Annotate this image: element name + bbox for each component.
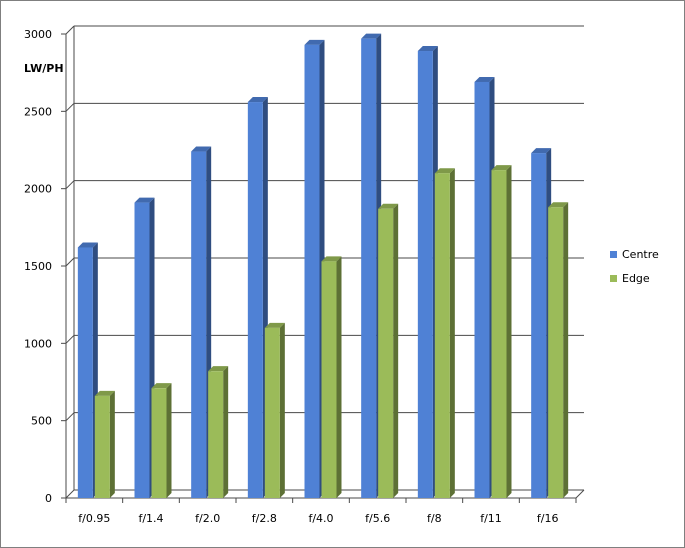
tick-labels: 0 500 1000 1500 2000 2500 3000 f/0.95 f/1.4 f/2.0…	[24, 28, 558, 525]
legend-item-edge: Edge	[610, 272, 650, 285]
bar-edge-f/0.95	[94, 390, 115, 498]
bar-edge-f/8	[434, 168, 455, 498]
legend: Centre Edge	[610, 248, 659, 285]
legend-item-centre: Centre	[610, 248, 659, 261]
x-tick-label: f/16	[537, 512, 559, 525]
bar-edge-f/4.0	[321, 256, 342, 498]
x-tick-label: f/4.0	[308, 512, 333, 525]
x-tick-label: f/2.8	[252, 512, 277, 525]
bar-edge-f/5.6	[378, 203, 399, 499]
gridline-depth	[65, 180, 75, 190]
bar-centre-f/2.0	[191, 146, 212, 498]
gridline-depth	[65, 25, 75, 35]
bar-edge-f/16	[548, 202, 569, 498]
bars	[77, 33, 569, 499]
x-axis-depth-line	[575, 489, 585, 499]
y-tick-label: 0	[45, 492, 52, 505]
bar-edge-f/2.8	[264, 322, 285, 498]
y-tick-label: 3000	[24, 28, 52, 41]
legend-swatch	[610, 275, 617, 282]
bar-edge-f/11	[491, 165, 512, 498]
legend-label: Centre	[622, 248, 659, 261]
x-tick-label: f/8	[427, 512, 442, 525]
y-tick-label: 1000	[24, 337, 52, 350]
legend-label: Edge	[622, 272, 650, 285]
x-tick-label: f/5.6	[365, 512, 390, 525]
gridline-depth	[65, 257, 75, 267]
y-tick-label: 1500	[24, 260, 52, 273]
x-tick-label: f/2.0	[195, 512, 220, 525]
bar-edge-f/2.0	[208, 366, 229, 498]
y-tick-label: 500	[31, 415, 52, 428]
axes	[61, 26, 585, 503]
bar-edge-f/1.4	[151, 383, 172, 498]
gridline-depth	[65, 489, 75, 499]
gridline-depth	[65, 102, 75, 112]
y-tick-label: 2500	[24, 105, 52, 118]
x-tick-label: f/0.95	[78, 512, 110, 525]
x-tick-label: f/11	[480, 512, 502, 525]
y-tick-label: 2000	[24, 183, 52, 196]
x-tick-label: f/1.4	[138, 512, 163, 525]
y-axis-title: LW/PH	[24, 62, 64, 75]
gridline-depth	[65, 412, 75, 422]
gridline-depth	[65, 334, 75, 344]
legend-swatch	[610, 251, 617, 258]
